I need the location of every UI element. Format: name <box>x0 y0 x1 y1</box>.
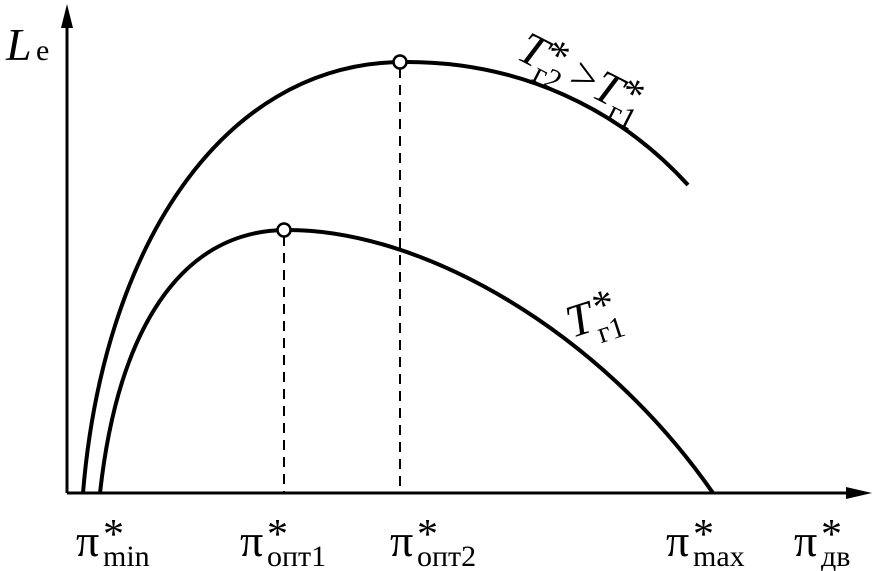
y-axis-label: L <box>5 19 32 70</box>
x-mark-main: π <box>76 515 99 566</box>
x-mark: π * max <box>666 512 745 571</box>
y-axis-label-sub: e <box>36 34 49 67</box>
peak-point <box>392 54 408 70</box>
x-axis-label: π * дв <box>794 512 850 571</box>
x-mark-sub: min <box>103 540 150 571</box>
x-mark-main: π <box>666 515 689 566</box>
x-mark-sub: опт1 <box>267 540 326 571</box>
lower-curve-label: T * г1 <box>559 280 629 350</box>
x-mark-sub: опт2 <box>417 540 476 571</box>
x-mark: π * опт1 <box>240 512 326 571</box>
x-mark: π * min <box>76 512 150 571</box>
x-mark-sup: * <box>267 512 288 558</box>
x-mark-sup: * <box>693 512 714 558</box>
peak-point <box>276 222 292 238</box>
x-axis-label-sub: дв <box>821 540 850 571</box>
y-axis-arrow <box>61 4 73 28</box>
x-axis-arrow <box>846 487 872 499</box>
x-mark-sup: * <box>103 512 124 558</box>
upper-curve-label: T * г2 > T * г1 <box>510 21 651 136</box>
label-sub: г1 <box>593 310 629 350</box>
x-mark-main: π <box>390 515 413 566</box>
x-mark: π * опт2 <box>390 512 476 571</box>
x-mark-sub: max <box>693 540 745 571</box>
lower-curve <box>98 227 715 495</box>
x-mark-sup: * <box>417 512 438 558</box>
x-axis-label-sup: * <box>821 512 842 558</box>
x-axis-label-main: π <box>794 515 817 566</box>
upper-curve <box>81 59 690 494</box>
x-mark-main: π <box>240 515 263 566</box>
